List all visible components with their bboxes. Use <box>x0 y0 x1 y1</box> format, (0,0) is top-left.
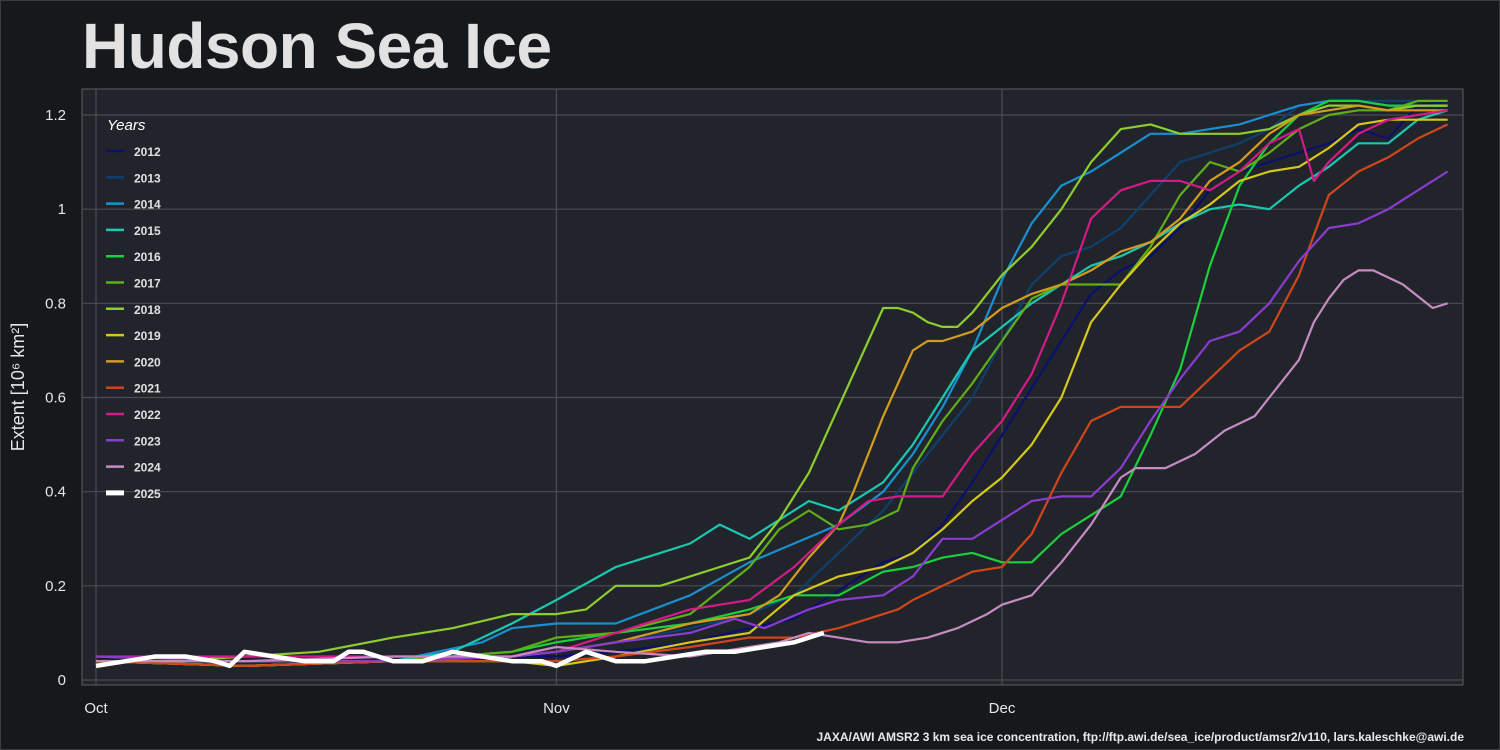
legend-label-2021: 2021 <box>134 382 161 396</box>
legend: Years 2012 2013 2014 2015 2016 2017 2018 2019 202… <box>106 117 161 501</box>
y-tick-label: 0.8 <box>45 295 66 312</box>
y-tick-label: 0.4 <box>45 484 66 501</box>
legend-label-2018: 2018 <box>134 303 161 317</box>
chart-title: Hudson Sea Ice <box>82 10 552 82</box>
series-lines <box>95 99 1449 669</box>
y-axis-label: Extent [10⁶ km²] <box>8 323 28 451</box>
legend-label-2016: 2016 <box>134 250 161 264</box>
grid <box>82 89 1463 685</box>
legend-label-2023: 2023 <box>134 434 161 448</box>
plot-area <box>81 88 1464 686</box>
legend-label-2017: 2017 <box>134 277 161 291</box>
series-line-2022 <box>96 109 1448 658</box>
series-line-2025 <box>95 630 825 669</box>
x-tick-label: Nov <box>543 700 570 717</box>
series-line-2012 <box>96 99 1448 663</box>
x-tick-label: Oct <box>84 700 108 717</box>
x-tick-label: Dec <box>989 700 1016 717</box>
y-tick-label: 0 <box>58 672 66 689</box>
legend-label-2015: 2015 <box>134 224 161 238</box>
y-tick-label: 0.2 <box>45 578 66 595</box>
legend-label-2020: 2020 <box>134 355 161 369</box>
series-line-2014 <box>96 99 1448 663</box>
y-tick-label: 0.6 <box>45 390 66 407</box>
legend-label-2025: 2025 <box>134 487 161 501</box>
legend-title: Years <box>107 117 146 134</box>
series-line-2020 <box>95 104 1448 668</box>
legend-label-2014: 2014 <box>134 198 161 212</box>
series-line-2021 <box>95 123 1449 668</box>
legend-label-2024: 2024 <box>134 461 161 475</box>
legend-label-2022: 2022 <box>134 408 161 422</box>
x-axis-ticks: Oct Nov Dec <box>84 700 1016 717</box>
data-credit: JAXA/AWI AMSR2 3 km sea ice concentratio… <box>816 730 1464 744</box>
legend-label-2019: 2019 <box>134 329 161 343</box>
series-line-2015 <box>95 109 1448 668</box>
series-line-2018 <box>96 104 1448 663</box>
y-tick-label: 1 <box>58 201 66 218</box>
y-tick-label: 1.2 <box>45 107 66 124</box>
series-line-2023 <box>95 170 1449 663</box>
y-axis-ticks: 0 0.2 0.4 0.6 0.8 1 1.2 <box>45 107 66 689</box>
legend-label-2013: 2013 <box>134 171 161 185</box>
legend-label-2012: 2012 <box>134 145 161 159</box>
